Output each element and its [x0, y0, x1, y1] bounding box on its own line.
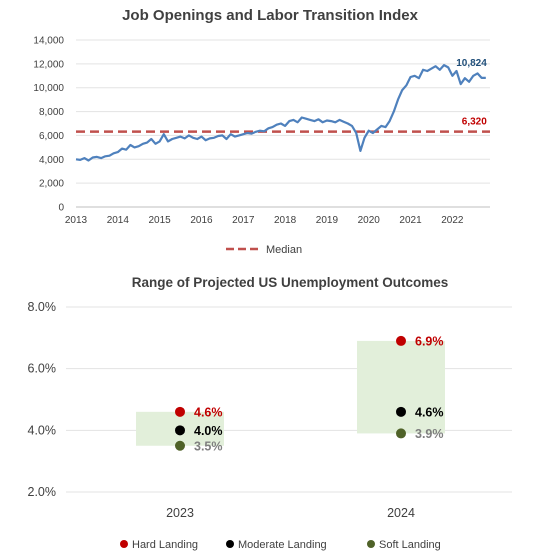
scenario-data-label: 4.0% — [194, 424, 223, 438]
chart1-x-tick-label: 2013 — [65, 215, 88, 226]
median-legend-label: Median — [266, 244, 302, 256]
chart1-gridlines — [76, 39, 490, 208]
chart2-legend: Hard Landing Moderate Landing Soft Landing — [120, 539, 441, 551]
chart1-y-tick-label: 2,000 — [39, 179, 64, 190]
chart1-legend: Median — [226, 244, 302, 256]
chart1-y-tick-label: 10,000 — [33, 83, 64, 94]
chart2-x-ticks: 2023 2024 — [166, 506, 415, 520]
chart1-x-tick-label: 2016 — [190, 215, 213, 226]
chart2-gridlines — [66, 306, 512, 493]
legend-marker — [226, 540, 234, 548]
chart2-y-tick-label: 2.0% — [28, 485, 57, 499]
chart1-y-ticks: 0 2,000 4,000 6,000 8,000 10,000 12,000 14,000 — [33, 36, 64, 214]
legend-marker — [367, 540, 375, 548]
chart2-data-labels: 4.6% 6.9% 4.0% 4.6% 3.5% 3.9% — [194, 334, 444, 453]
chart1-annotations: 10,824 6,320 — [456, 58, 487, 128]
legend-label: Soft Landing — [379, 539, 441, 551]
chart2-x-tick-label: 2023 — [166, 506, 194, 520]
chart1-x-tick-label: 2014 — [107, 215, 130, 226]
chart1-x-ticks: 2013 2014 2015 2016 2017 2018 2019 2020 2021 2022 — [65, 215, 464, 226]
chart1-x-tick-label: 2021 — [399, 215, 422, 226]
legend-label: Moderate Landing — [238, 539, 327, 551]
legend-label: Hard Landing — [132, 539, 198, 551]
scenario-point — [396, 428, 406, 439]
chart2-points — [175, 335, 406, 451]
scenario-point — [396, 406, 406, 417]
chart1-x-tick-label: 2022 — [441, 215, 464, 226]
unemployment-outcomes-chart: Range of Projected US Unemployment Outco… — [28, 275, 512, 551]
chart2-y-tick-label: 4.0% — [28, 423, 57, 437]
chart1-title: Job Openings and Labor Transition Index — [122, 7, 419, 24]
chart1-x-tick-label: 2020 — [358, 215, 381, 226]
chart2-y-tick-label: 8.0% — [28, 300, 57, 314]
chart1-y-tick-label: 8,000 — [39, 107, 64, 118]
chart2-y-ticks: 2.0% 4.0% 6.0% 8.0% — [28, 300, 57, 499]
chart1-plot-area — [75, 63, 490, 162]
median-value-label: 6,320 — [462, 117, 487, 128]
chart2-title: Range of Projected US Unemployment Outco… — [132, 275, 449, 290]
scenario-data-label: 4.6% — [194, 405, 223, 419]
legend-marker — [120, 540, 128, 548]
scenario-point — [396, 335, 406, 346]
chart1-y-tick-label: 4,000 — [39, 155, 64, 166]
chart2-x-tick-label: 2024 — [387, 506, 415, 520]
chart1-y-tick-label: 0 — [58, 203, 64, 214]
range-box — [357, 340, 445, 434]
scenario-data-label: 6.9% — [415, 334, 444, 348]
scenario-data-label: 3.9% — [415, 427, 444, 441]
chart1-x-tick-label: 2018 — [274, 215, 297, 226]
job-openings-chart: Job Openings and Labor Transition Index … — [33, 7, 490, 256]
chart1-y-tick-label: 12,000 — [33, 59, 64, 70]
latest-value-label: 10,824 — [456, 58, 487, 69]
chart1-y-tick-label: 6,000 — [39, 131, 64, 142]
chart1-x-tick-label: 2019 — [316, 215, 339, 226]
scenario-data-label: 3.5% — [194, 439, 223, 453]
chart1-x-tick-label: 2017 — [232, 215, 255, 226]
job-openings-series-line — [75, 63, 486, 162]
chart1-y-tick-label: 14,000 — [33, 36, 64, 47]
chart1-x-tick-label: 2015 — [149, 215, 172, 226]
scenario-point — [175, 425, 185, 436]
scenario-data-label: 4.6% — [415, 405, 444, 419]
scenario-point — [175, 440, 185, 451]
scenario-point — [175, 406, 185, 417]
chart2-y-tick-label: 6.0% — [28, 362, 57, 376]
